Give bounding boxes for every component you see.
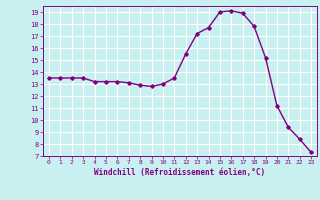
X-axis label: Windchill (Refroidissement éolien,°C): Windchill (Refroidissement éolien,°C) <box>94 168 266 177</box>
